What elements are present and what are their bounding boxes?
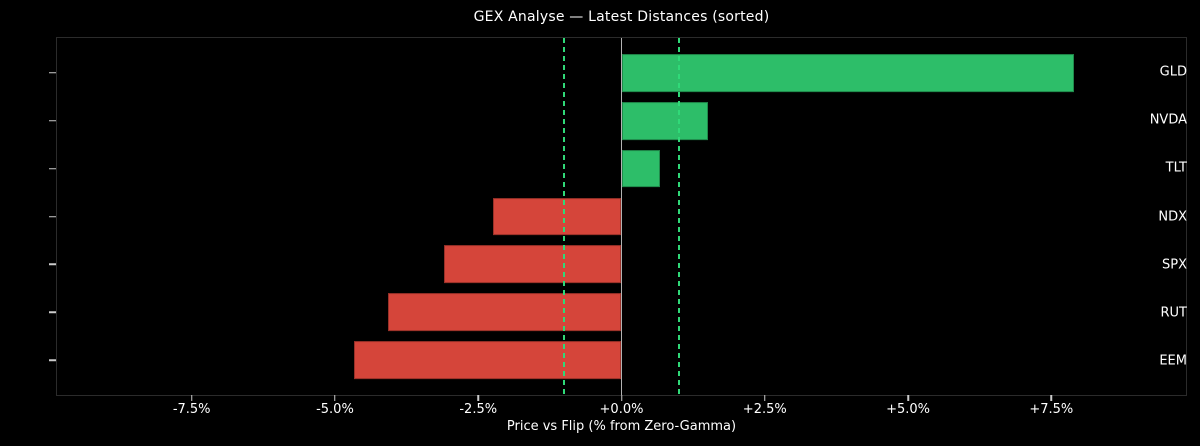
x-axis-label: Price vs Flip (% from Zero-Gamma) (506, 419, 737, 434)
bar-rut (387, 293, 622, 332)
chart-title: GEX Analyse — Latest Distances (sorted) (473, 9, 770, 25)
plot-area: -7.5% -5.0% -2.5% +0.0% +2.5% +5.0% +7.5% (49, 37, 1187, 417)
x-tick-mark (1050, 395, 1053, 401)
threshold-line-minus1 (563, 38, 566, 395)
x-tick-mark (334, 395, 336, 401)
x-tick-mark (620, 395, 623, 401)
x-tick-label: +5.0% (886, 402, 931, 417)
bar-gld (621, 54, 1075, 92)
bar-ndx (492, 197, 622, 236)
x-tick-label: +0.0% (599, 402, 644, 417)
bar-eem (353, 341, 622, 379)
y-tick-mark (49, 215, 56, 218)
x-tick-mark (764, 395, 766, 401)
bar-tlt (621, 149, 661, 188)
y-tick-label-rut: RUT (1160, 305, 1188, 321)
x-tick-label: -7.5% (172, 402, 211, 417)
y-tick-mark (49, 263, 56, 266)
y-tick-label-ndx: NDX (1158, 209, 1187, 224)
y-tick-label-spx: SPX (1162, 257, 1187, 273)
x-tick-label: +2.5% (742, 402, 787, 417)
y-tick-label-tlt: TLT (1165, 160, 1187, 176)
y-tick-label-nvda: NVDA (1149, 112, 1187, 128)
bar-spx (443, 245, 622, 284)
threshold-line-plus1 (677, 38, 680, 395)
x-tick-label: -2.5% (459, 402, 498, 417)
zero-line (620, 38, 623, 395)
y-tick-label-eem: EEM (1159, 353, 1187, 369)
bar-nvda (621, 101, 709, 140)
x-tick-mark (477, 395, 479, 401)
y-tick-mark (49, 359, 56, 361)
y-tick-mark (49, 167, 56, 170)
y-tick-mark (49, 311, 56, 313)
x-tick-label: -5.0% (316, 402, 354, 417)
y-tick-mark (49, 120, 56, 122)
x-tick-mark (190, 395, 193, 401)
y-tick-label-gld: GLD (1159, 64, 1187, 80)
x-tick-mark (907, 395, 909, 401)
y-tick-mark (49, 72, 56, 74)
x-tick-label: +7.5% (1029, 402, 1074, 417)
